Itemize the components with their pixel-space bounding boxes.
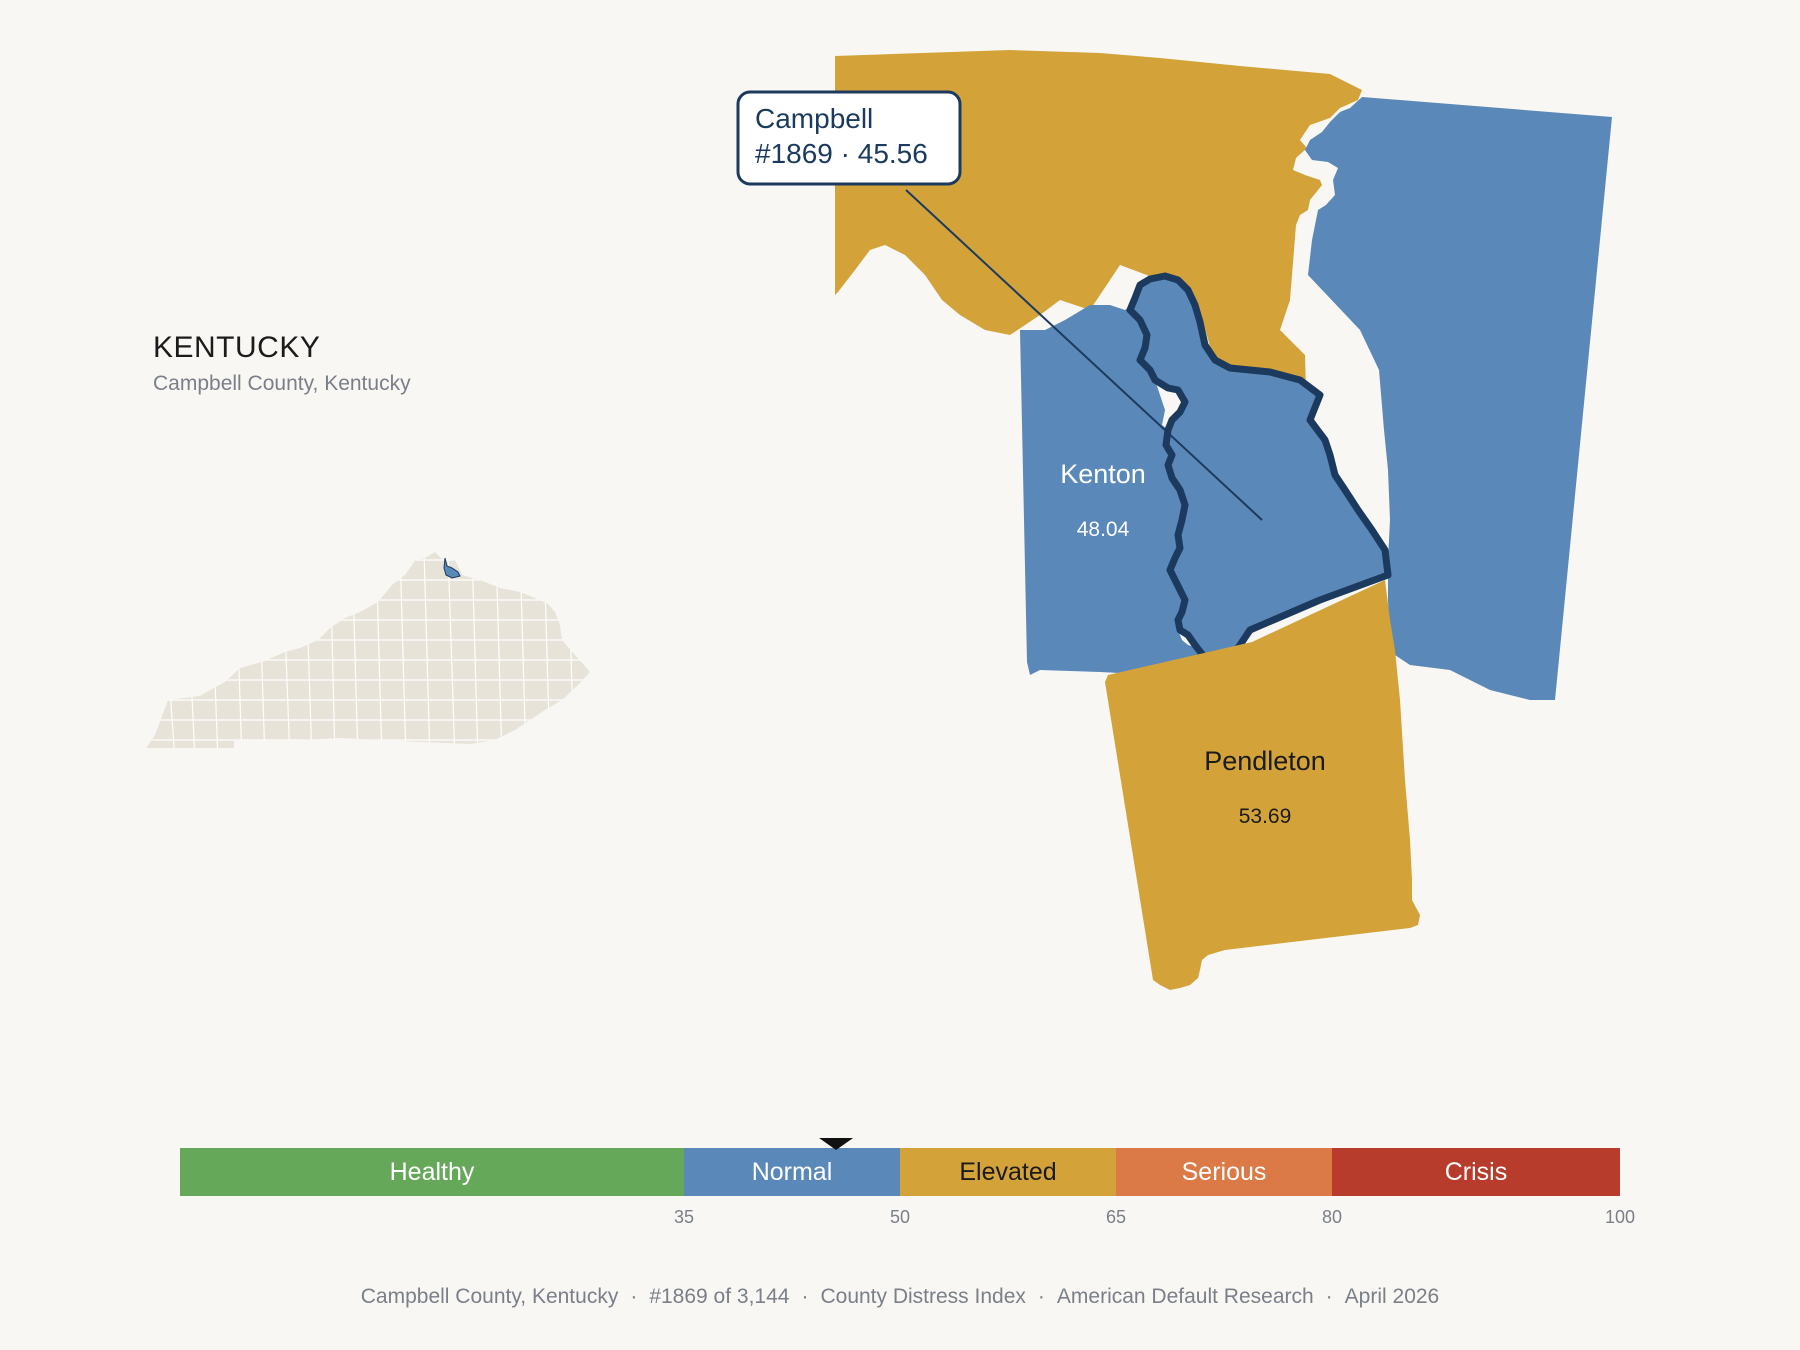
footer-separator: ·	[1325, 1285, 1333, 1308]
footer-separator: ·	[801, 1285, 809, 1308]
county-kenton[interactable]	[1020, 305, 1212, 675]
scale-band-serious	[1116, 1148, 1332, 1196]
scale-tick-label: 100	[1605, 1207, 1635, 1227]
callout-rank-value: #1869 · 45.56	[755, 138, 928, 169]
kenton-value: 48.04	[1077, 518, 1130, 541]
callout-county-name: Campbell	[755, 103, 873, 134]
footer: Campbell County, Kentucky · #1869 of 3,144…	[0, 1285, 1800, 1309]
footer-county: Campbell County, Kentucky	[360, 1285, 619, 1308]
scale-band-normal	[684, 1148, 900, 1196]
kentucky-selected-county-marker	[443, 557, 461, 579]
footer-source: American Default Research	[1056, 1285, 1314, 1308]
scale-tick-label: 65	[1106, 1207, 1126, 1227]
county-east-unlabeled[interactable]	[1305, 97, 1612, 700]
pendleton-value: 53.69	[1239, 805, 1292, 828]
callout-box	[736, 90, 962, 186]
footer-index: County Distress Index	[820, 1285, 1026, 1308]
scale-band-healthy	[180, 1148, 684, 1196]
county-campbell[interactable]	[1126, 272, 1392, 662]
footer-separator: ·	[1037, 1285, 1045, 1308]
kenton-label: Kenton	[1060, 459, 1146, 489]
footer-separator: ·	[630, 1285, 638, 1308]
county-pendleton[interactable]	[1105, 580, 1420, 990]
footer-rank: #1869 of 3,144	[649, 1285, 790, 1308]
scale-band-elevated	[900, 1148, 1116, 1196]
distress-scale: Healthy Normal Elevated Serious Crisis 35 50 65…	[180, 1138, 1635, 1227]
scale-band-crisis	[1332, 1148, 1620, 1196]
kentucky-locator-map	[146, 552, 590, 748]
callout-leader-line	[905, 189, 1263, 521]
scale-band-label: Healthy	[390, 1158, 475, 1186]
state-subtitle: Campbell County, Kentucky	[153, 372, 411, 395]
scale-band-label: Elevated	[959, 1158, 1056, 1186]
footer-date: April 2026	[1344, 1285, 1440, 1308]
scale-band-label: Crisis	[1445, 1158, 1508, 1186]
scale-tick-label: 35	[674, 1207, 694, 1227]
pendleton-label: Pendleton	[1204, 746, 1326, 776]
state-title: KENTUCKY	[153, 331, 321, 364]
scale-band-label: Normal	[752, 1158, 833, 1186]
scale-marker	[819, 1138, 854, 1150]
scale-tick-label: 50	[890, 1207, 910, 1227]
scale-band-label: Serious	[1182, 1158, 1267, 1186]
scale-tick-label: 80	[1322, 1207, 1342, 1227]
